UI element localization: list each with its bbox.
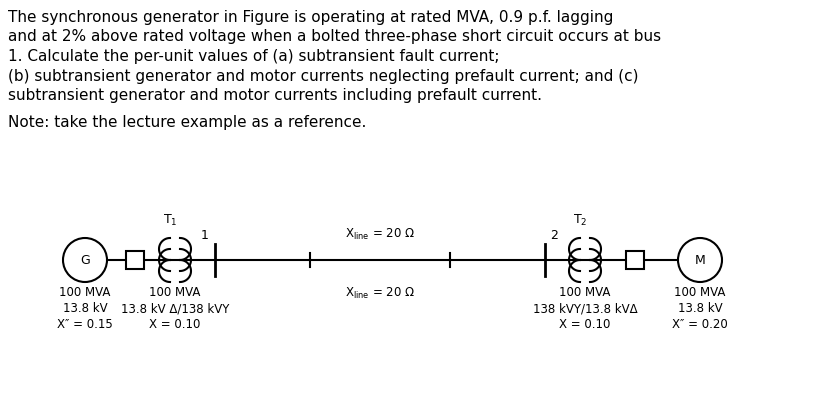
Text: T$_2$: T$_2$ [573,213,587,228]
Text: 1: 1 [201,229,209,242]
Text: 100 MVA: 100 MVA [674,286,725,299]
Text: 100 MVA: 100 MVA [559,286,610,299]
Text: 138 kVY/13.8 kVΔ: 138 kVY/13.8 kVΔ [533,302,637,315]
Text: subtransient generator and motor currents including prefault current.: subtransient generator and motor current… [8,88,542,103]
Text: X = 0.10: X = 0.10 [559,318,610,331]
Text: 13.8 kV Δ/138 kVY: 13.8 kV Δ/138 kVY [121,302,229,315]
Bar [126,251,144,269]
Text: 1. Calculate the per-unit values of (a) subtransient fault current;: 1. Calculate the per-unit values of (a) … [8,49,500,64]
Bar [626,251,644,269]
Text: G: G [80,253,90,266]
Text: X″ = 0.20: X″ = 0.20 [672,318,728,331]
Text: 2: 2 [550,229,558,242]
Text: 13.8 kV: 13.8 kV [678,302,722,315]
Text: X$_{\mathrm{line}}$ = 20 Ω: X$_{\mathrm{line}}$ = 20 Ω [345,227,415,242]
Text: X = 0.10: X = 0.10 [149,318,200,331]
Text: M: M [694,253,705,266]
Text: 13.8 kV: 13.8 kV [63,302,108,315]
Text: T$_1$: T$_1$ [163,213,177,228]
Text: X″ = 0.15: X″ = 0.15 [57,318,112,331]
Text: 100 MVA: 100 MVA [59,286,111,299]
Text: The synchronous generator in Figure is operating at rated MVA, 0.9 p.f. lagging: The synchronous generator in Figure is o… [8,10,614,25]
Text: 100 MVA: 100 MVA [149,286,200,299]
Text: X$_{\mathrm{line}}$ = 20 Ω: X$_{\mathrm{line}}$ = 20 Ω [345,286,415,301]
Text: (b) subtransient generator and motor currents neglecting prefault current; and (: (b) subtransient generator and motor cur… [8,68,638,83]
Text: and at 2% above rated voltage when a bolted three-phase short circuit occurs at : and at 2% above rated voltage when a bol… [8,29,661,44]
Text: Note: take the lecture example as a reference.: Note: take the lecture example as a refe… [8,116,367,130]
